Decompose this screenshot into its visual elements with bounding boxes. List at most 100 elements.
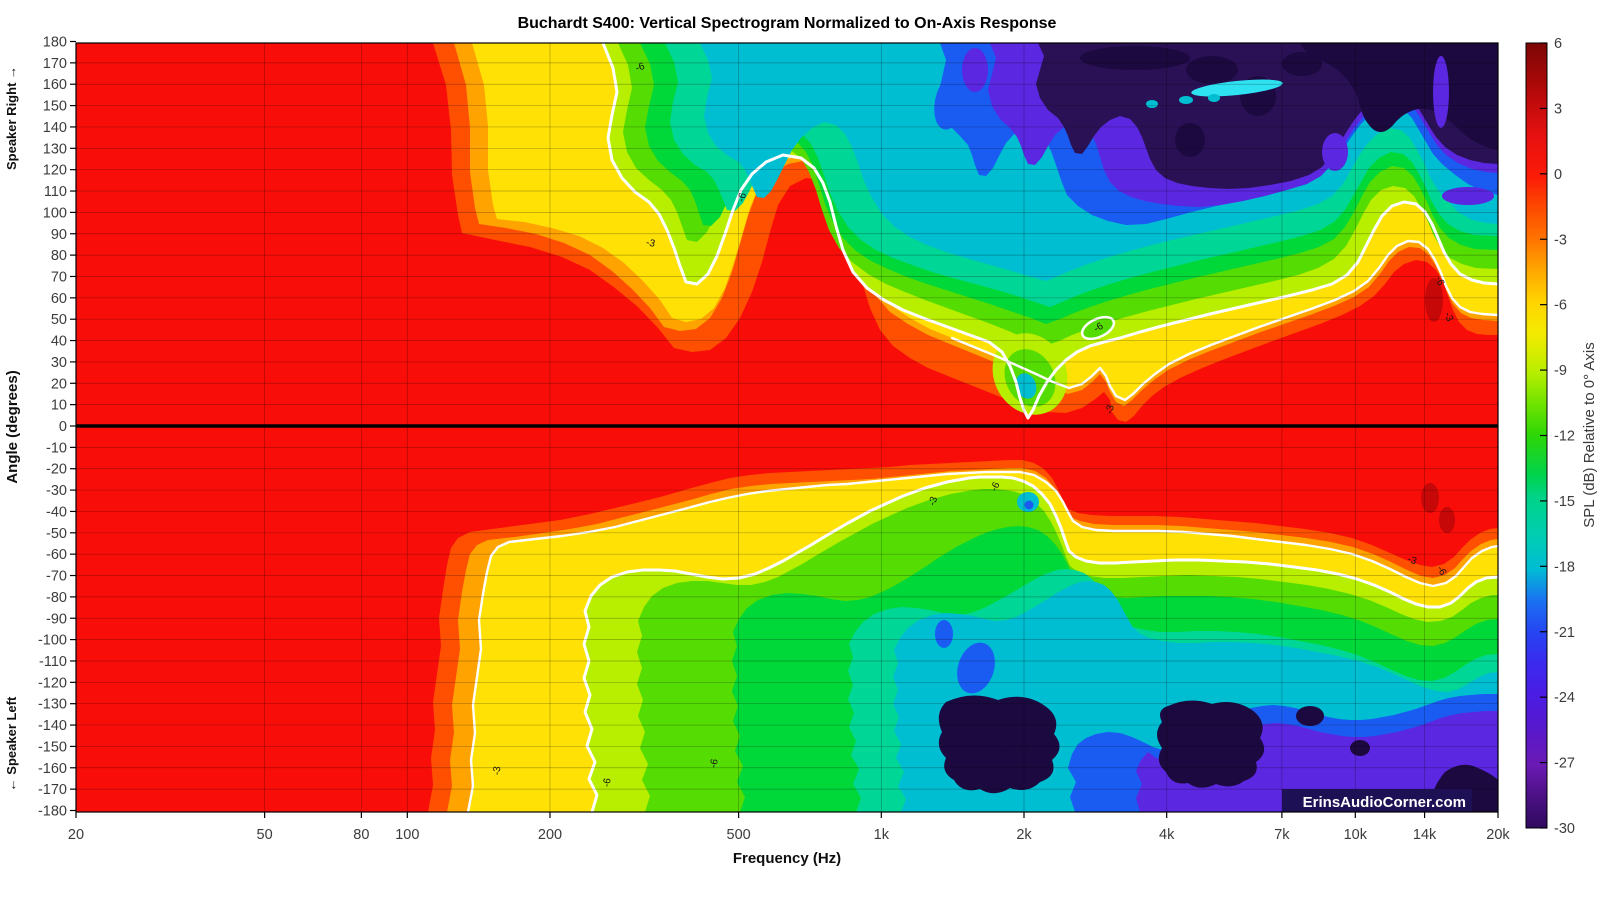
blue-blob-top bbox=[976, 120, 1000, 156]
colorbar-tick-label: 3 bbox=[1554, 101, 1562, 117]
indigo-blob-top bbox=[962, 48, 988, 92]
contour-label: -6 bbox=[736, 191, 749, 203]
cyan-dot bbox=[1146, 100, 1158, 108]
contour-line-minus3-bottom bbox=[466, 470, 1498, 812]
colorbar-tick-label: -6 bbox=[1554, 298, 1567, 314]
y-tick-label: 150 bbox=[43, 99, 67, 115]
indigo-detail bbox=[1322, 133, 1348, 171]
darknavy-blob-bottom bbox=[1157, 700, 1265, 788]
colorbar-tick-label: -24 bbox=[1554, 690, 1575, 706]
darknavy-blob bbox=[1080, 46, 1190, 70]
colorbar-tick-label: -21 bbox=[1554, 625, 1575, 641]
colorbar-label: SPL (dB) Relative to 0° Axis bbox=[1581, 342, 1598, 528]
y-tick-label: -120 bbox=[38, 675, 67, 691]
x-tick-label: 20 bbox=[68, 827, 84, 843]
cyan-streak bbox=[1191, 79, 1283, 97]
x-tick-label: 50 bbox=[257, 827, 273, 843]
colorbar-tick-label: -9 bbox=[1554, 363, 1567, 379]
x-tick-label: 20k bbox=[1486, 827, 1510, 843]
y-tick-label: -10 bbox=[46, 440, 67, 456]
y-tick-label: 20 bbox=[51, 376, 67, 392]
ringed-green-blob bbox=[1080, 315, 1116, 341]
y-tick-label: -70 bbox=[46, 569, 67, 585]
y-tick-label: -150 bbox=[38, 739, 67, 755]
notch-core-blue-bottom bbox=[1024, 500, 1034, 510]
x-tick-label: 200 bbox=[538, 827, 562, 843]
cyan-dot bbox=[1208, 94, 1220, 102]
contour-field: -6-3-6-6-3-6-3-3-6-3-6-3-6-6 ErinsAudioC… bbox=[76, 43, 1498, 812]
y-tick-label: 120 bbox=[43, 163, 67, 179]
speaker-left-annotation: ← Speaker Left bbox=[4, 696, 19, 791]
y-tick-label: 90 bbox=[51, 227, 67, 243]
y-tick-label: 160 bbox=[43, 77, 67, 93]
x-tick-label: 10k bbox=[1344, 827, 1368, 843]
contour-label: -3 bbox=[645, 237, 656, 250]
indigo-detail bbox=[1442, 187, 1494, 205]
x-tick-label: 1k bbox=[874, 827, 890, 843]
contour-label: -6 bbox=[634, 61, 647, 75]
y-tick-label: 180 bbox=[43, 35, 67, 51]
blue-blob-bottom bbox=[957, 642, 995, 694]
darknavy-blob bbox=[1186, 56, 1238, 84]
y-tick-label: -100 bbox=[38, 633, 67, 649]
y-tick-label: -110 bbox=[39, 654, 67, 670]
x-tick-label: 7k bbox=[1274, 827, 1290, 843]
contour-label: -3 bbox=[492, 765, 504, 775]
y-tick-label: -180 bbox=[38, 804, 67, 820]
y-tick-label: -60 bbox=[46, 547, 67, 563]
colorbar-tick-label: -3 bbox=[1554, 232, 1567, 248]
colorbar-tick-label: -12 bbox=[1554, 429, 1575, 445]
colorbar-tick-label: -18 bbox=[1554, 559, 1575, 575]
y-tick-label: -90 bbox=[46, 611, 67, 627]
cyan-dot bbox=[1179, 96, 1193, 104]
colorbar-tick-label: 0 bbox=[1554, 167, 1562, 183]
blue-blob-bottom bbox=[935, 620, 953, 648]
darkred-core-bottom bbox=[1439, 507, 1455, 533]
colorbar-tick-label: -27 bbox=[1554, 756, 1575, 772]
y-tick-label: 80 bbox=[51, 248, 67, 264]
notch-blob-cyan bbox=[1015, 373, 1037, 399]
plot-border bbox=[75, 42, 1499, 813]
colorbar-tick-label: -30 bbox=[1554, 821, 1575, 837]
x-tick-label: 100 bbox=[395, 827, 419, 843]
darknavy-blob-bottom bbox=[938, 695, 1060, 794]
y-tick-label: -140 bbox=[38, 718, 67, 734]
x-tick-label: 500 bbox=[727, 827, 751, 843]
x-tick-label: 2k bbox=[1016, 827, 1032, 843]
x-axis-label: Frequency (Hz) bbox=[733, 850, 841, 867]
y-tick-label: 30 bbox=[51, 355, 67, 371]
x-tick-label: 14k bbox=[1413, 827, 1437, 843]
watermark-text: ErinsAudioCorner.com bbox=[1303, 794, 1466, 811]
darknavy-blob bbox=[1175, 123, 1205, 157]
contour-line-minus3-top bbox=[950, 239, 1498, 402]
y-tick-label: -170 bbox=[38, 782, 67, 798]
y-tick-label: -20 bbox=[46, 462, 67, 478]
darkred-core-top bbox=[1425, 278, 1443, 322]
colorbar-tick-label: 6 bbox=[1554, 36, 1562, 52]
y-tick-label: -50 bbox=[46, 526, 67, 542]
y-tick-label: -80 bbox=[46, 590, 67, 606]
y-axis-label: Angle (degrees) bbox=[4, 370, 21, 483]
blue-blob-top bbox=[934, 74, 966, 130]
y-tick-label: 170 bbox=[43, 56, 67, 72]
y-axis-ticks: 1801701601501401301201101009080706050403… bbox=[38, 35, 76, 820]
y-tick-label: 110 bbox=[44, 184, 67, 200]
contour-line-minus6-top bbox=[601, 43, 1498, 420]
band-top-darknavy-corner bbox=[1300, 43, 1498, 150]
contour-value-labels: -6-3-6-6-3-6-3-3-6-3-6-3-6-6 bbox=[492, 61, 1456, 788]
chart-title: Buchardt S400: Vertical Spectrogram Norm… bbox=[518, 15, 1057, 32]
contour-label: -3 bbox=[927, 495, 940, 507]
y-tick-label: -40 bbox=[46, 504, 67, 520]
darknavy-blob-bottom bbox=[1350, 740, 1370, 756]
y-tick-label: 0 bbox=[59, 419, 67, 435]
y-tick-label: 60 bbox=[51, 291, 67, 307]
contour-label: -3 bbox=[1406, 554, 1419, 568]
contour-line-minus6-bottom bbox=[582, 475, 1498, 812]
darknavy-blob-bottom bbox=[990, 750, 1014, 770]
y-tick-label: 100 bbox=[43, 205, 67, 221]
y-tick-label: 50 bbox=[51, 312, 67, 328]
watermark-bg bbox=[1282, 789, 1472, 812]
speaker-right-annotation: Speaker Right → bbox=[4, 66, 19, 170]
darkred-core-bottom bbox=[1421, 483, 1439, 513]
colorbar-ticks: 6 3 0 -3 -6 -9 -12 -15 -18 -21 -24 -27 -30 bbox=[1540, 36, 1575, 837]
